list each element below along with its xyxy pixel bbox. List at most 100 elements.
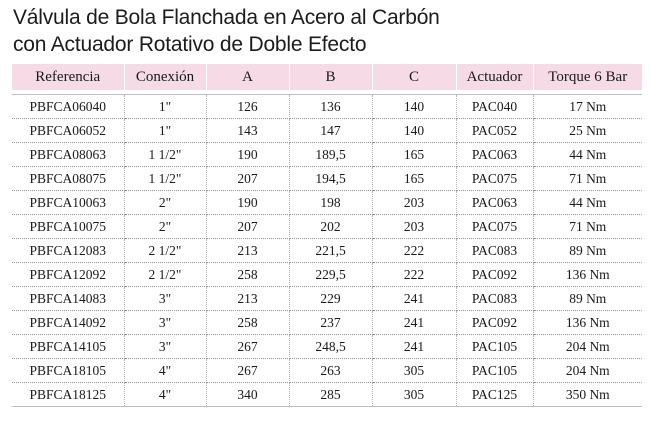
cell-a: 213 [206, 238, 290, 263]
table-row: PBFCA08063 1 1/2" 190 189,5 165 PAC063 44 Nm [12, 142, 642, 167]
cell-a: 340 [206, 382, 290, 407]
cell-actuador: PAC040 [456, 94, 534, 119]
cell-c: 203 [372, 190, 457, 215]
cell-actuador: PAC105 [456, 334, 534, 359]
cell-torque: 71 Nm [533, 166, 642, 191]
cell-conexion: 2" [124, 190, 207, 215]
table-row: PBFCA14092 3" 258 237 241 PAC092 136 Nm [12, 310, 642, 335]
cell-c: 305 [372, 382, 457, 407]
table-row: PBFCA12092 2 1/2" 258 229,5 222 PAC092 136 Nm [12, 262, 642, 287]
cell-c: 241 [372, 334, 457, 359]
cell-a: 126 [206, 94, 290, 119]
cell-actuador: PAC092 [456, 310, 534, 335]
cell-actuador: PAC052 [456, 118, 534, 143]
cell-b: 285 [289, 382, 373, 407]
cell-referencia: PBFCA12083 [12, 238, 125, 263]
cell-torque: 204 Nm [533, 334, 642, 359]
cell-b: 263 [289, 358, 373, 383]
cell-referencia: PBFCA14083 [12, 286, 125, 311]
table-row: PBFCA06052 1" 143 147 140 PAC052 25 Nm [12, 118, 642, 143]
cell-referencia: PBFCA14092 [12, 310, 125, 335]
table-row: PBFCA08075 1 1/2" 207 194,5 165 PAC075 71 Nm [12, 166, 642, 191]
cell-b: 147 [289, 118, 373, 143]
table-body: PBFCA06040 1" 126 136 140 PAC040 17 Nm PBFCA060… [12, 90, 642, 407]
cell-actuador: PAC075 [456, 166, 534, 191]
cell-c: 241 [372, 310, 457, 335]
cell-conexion: 1" [124, 118, 207, 143]
cell-c: 241 [372, 286, 457, 311]
cell-b: 136 [289, 94, 373, 119]
cell-b: 202 [289, 214, 373, 239]
cell-actuador: PAC083 [456, 238, 534, 263]
cell-b: 198 [289, 190, 373, 215]
cell-a: 258 [206, 262, 290, 287]
title-line-2: con Actuador Rotativo de Doble Efecto [13, 33, 367, 56]
cell-torque: 71 Nm [533, 214, 642, 239]
table-header: Referencia Conexión A B C Actuador Torqu… [12, 64, 642, 90]
table-row: PBFCA12083 2 1/2" 213 221,5 222 PAC083 89 Nm [12, 238, 642, 263]
cell-conexion: 3" [124, 334, 207, 359]
cell-torque: 44 Nm [533, 142, 642, 167]
cell-conexion: 3" [124, 286, 207, 311]
cell-b: 229 [289, 286, 373, 311]
header-referencia: Referencia [12, 64, 125, 90]
cell-a: 190 [206, 190, 290, 215]
document-title: Válvula de Bola Flanchada en Acero al Ca… [13, 4, 643, 58]
table-row: PBFCA18105 4" 267 263 305 PAC105 204 Nm [12, 358, 642, 383]
cell-referencia: PBFCA10075 [12, 214, 125, 239]
cell-conexion: 2 1/2" [124, 238, 207, 263]
cell-a: 267 [206, 334, 290, 359]
cell-referencia: PBFCA10063 [12, 190, 125, 215]
cell-conexion: 1 1/2" [124, 142, 207, 167]
cell-a: 207 [206, 166, 290, 191]
cell-a: 258 [206, 310, 290, 335]
table-row: PBFCA14105 3" 267 248,5 241 PAC105 204 Nm [12, 334, 642, 359]
cell-actuador: PAC075 [456, 214, 534, 239]
cell-conexion: 1" [124, 94, 207, 119]
table-row: PBFCA14083 3" 213 229 241 PAC083 89 Nm [12, 286, 642, 311]
cell-actuador: PAC092 [456, 262, 534, 287]
cell-conexion: 4" [124, 382, 207, 407]
cell-conexion: 1 1/2" [124, 166, 207, 191]
cell-torque: 350 Nm [533, 382, 642, 407]
cell-b: 221,5 [289, 238, 373, 263]
cell-a: 207 [206, 214, 290, 239]
header-c: C [372, 64, 457, 90]
cell-actuador: PAC063 [456, 142, 534, 167]
cell-c: 165 [372, 166, 457, 191]
cell-torque: 17 Nm [533, 94, 642, 119]
cell-conexion: 2 1/2" [124, 262, 207, 287]
cell-referencia: PBFCA08063 [12, 142, 125, 167]
cell-a: 190 [206, 142, 290, 167]
cell-c: 305 [372, 358, 457, 383]
cell-actuador: PAC125 [456, 382, 534, 407]
cell-conexion: 4" [124, 358, 207, 383]
cell-torque: 204 Nm [533, 358, 642, 383]
header-a: A [206, 64, 290, 90]
cell-torque: 89 Nm [533, 238, 642, 263]
table-row: PBFCA10075 2" 207 202 203 PAC075 71 Nm [12, 214, 642, 239]
cell-b: 194,5 [289, 166, 373, 191]
cell-referencia: PBFCA12092 [12, 262, 125, 287]
cell-b: 248,5 [289, 334, 373, 359]
cell-referencia: PBFCA18105 [12, 358, 125, 383]
cell-torque: 44 Nm [533, 190, 642, 215]
header-row: Referencia Conexión A B C Actuador Torqu… [12, 64, 642, 90]
cell-referencia: PBFCA06052 [12, 118, 125, 143]
title-line-1: Válvula de Bola Flanchada en Acero al Ca… [13, 6, 440, 29]
table-row: PBFCA10063 2" 190 198 203 PAC063 44 Nm [12, 190, 642, 215]
cell-actuador: PAC063 [456, 190, 534, 215]
table-row: PBFCA18125 4" 340 285 305 PAC125 350 Nm [12, 382, 642, 407]
cell-a: 143 [206, 118, 290, 143]
cell-referencia: PBFCA08075 [12, 166, 125, 191]
cell-torque: 136 Nm [533, 262, 642, 287]
cell-c: 165 [372, 142, 457, 167]
cell-torque: 25 Nm [533, 118, 642, 143]
header-conexion: Conexión [124, 64, 207, 90]
cell-referencia: PBFCA14105 [12, 334, 125, 359]
spec-table: Referencia Conexión A B C Actuador Torqu… [12, 64, 642, 407]
header-torque: Torque 6 Bar [533, 64, 642, 90]
cell-c: 222 [372, 262, 457, 287]
table-row: PBFCA06040 1" 126 136 140 PAC040 17 Nm [12, 94, 642, 119]
cell-conexion: 2" [124, 214, 207, 239]
